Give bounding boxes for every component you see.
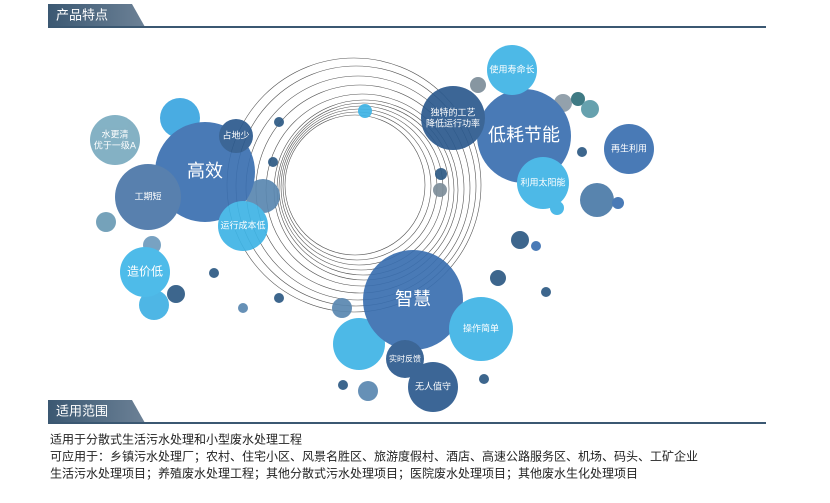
feature-main: 智慧	[395, 289, 431, 310]
feature-item: 实时反馈	[389, 354, 421, 364]
scope-line: 可应用于：乡镇污水处理厂；农村、住宅小区、风景名胜区、旅游度假村、酒店、高速公路…	[50, 449, 698, 464]
section-title: 产品特点	[56, 9, 108, 24]
feature-item: 再生利用	[611, 143, 647, 155]
section-header: 产品特点	[48, 4, 766, 28]
feature-item: 独特的工艺降低运行功率	[426, 106, 480, 129]
scope-line: 生活污水处理项目；养殖废水处理工程；其他分散式污水处理项目；医院废水处理项目；其…	[50, 466, 638, 481]
feature-item: 利用太阳能	[520, 177, 565, 189]
feature-item: 水更清优于一级A	[94, 128, 137, 151]
section-header: 适用范围	[48, 400, 766, 424]
scope-line: 适用于分散式生活污水处理和小型废水处理工程	[50, 432, 302, 447]
feature-main: 低耗节能	[488, 125, 560, 146]
feature-item: 造价低	[127, 265, 163, 279]
feature-item: 工期短	[134, 191, 161, 203]
feature-item: 无人值守	[415, 381, 451, 393]
section-title: 适用范围	[56, 405, 108, 420]
feature-item: 占地少	[222, 130, 249, 142]
feature-main: 高效	[187, 161, 223, 182]
bubble-labels: 高效 占地少 水更清优于一级A 工期短 运行成本低 造价低 低耗节能 独特的工艺…	[94, 64, 647, 393]
feature-item: 操作简单	[463, 323, 499, 335]
feature-item: 运行成本低	[220, 220, 265, 232]
feature-item: 使用寿命长	[489, 64, 534, 76]
bubbles	[90, 45, 654, 412]
